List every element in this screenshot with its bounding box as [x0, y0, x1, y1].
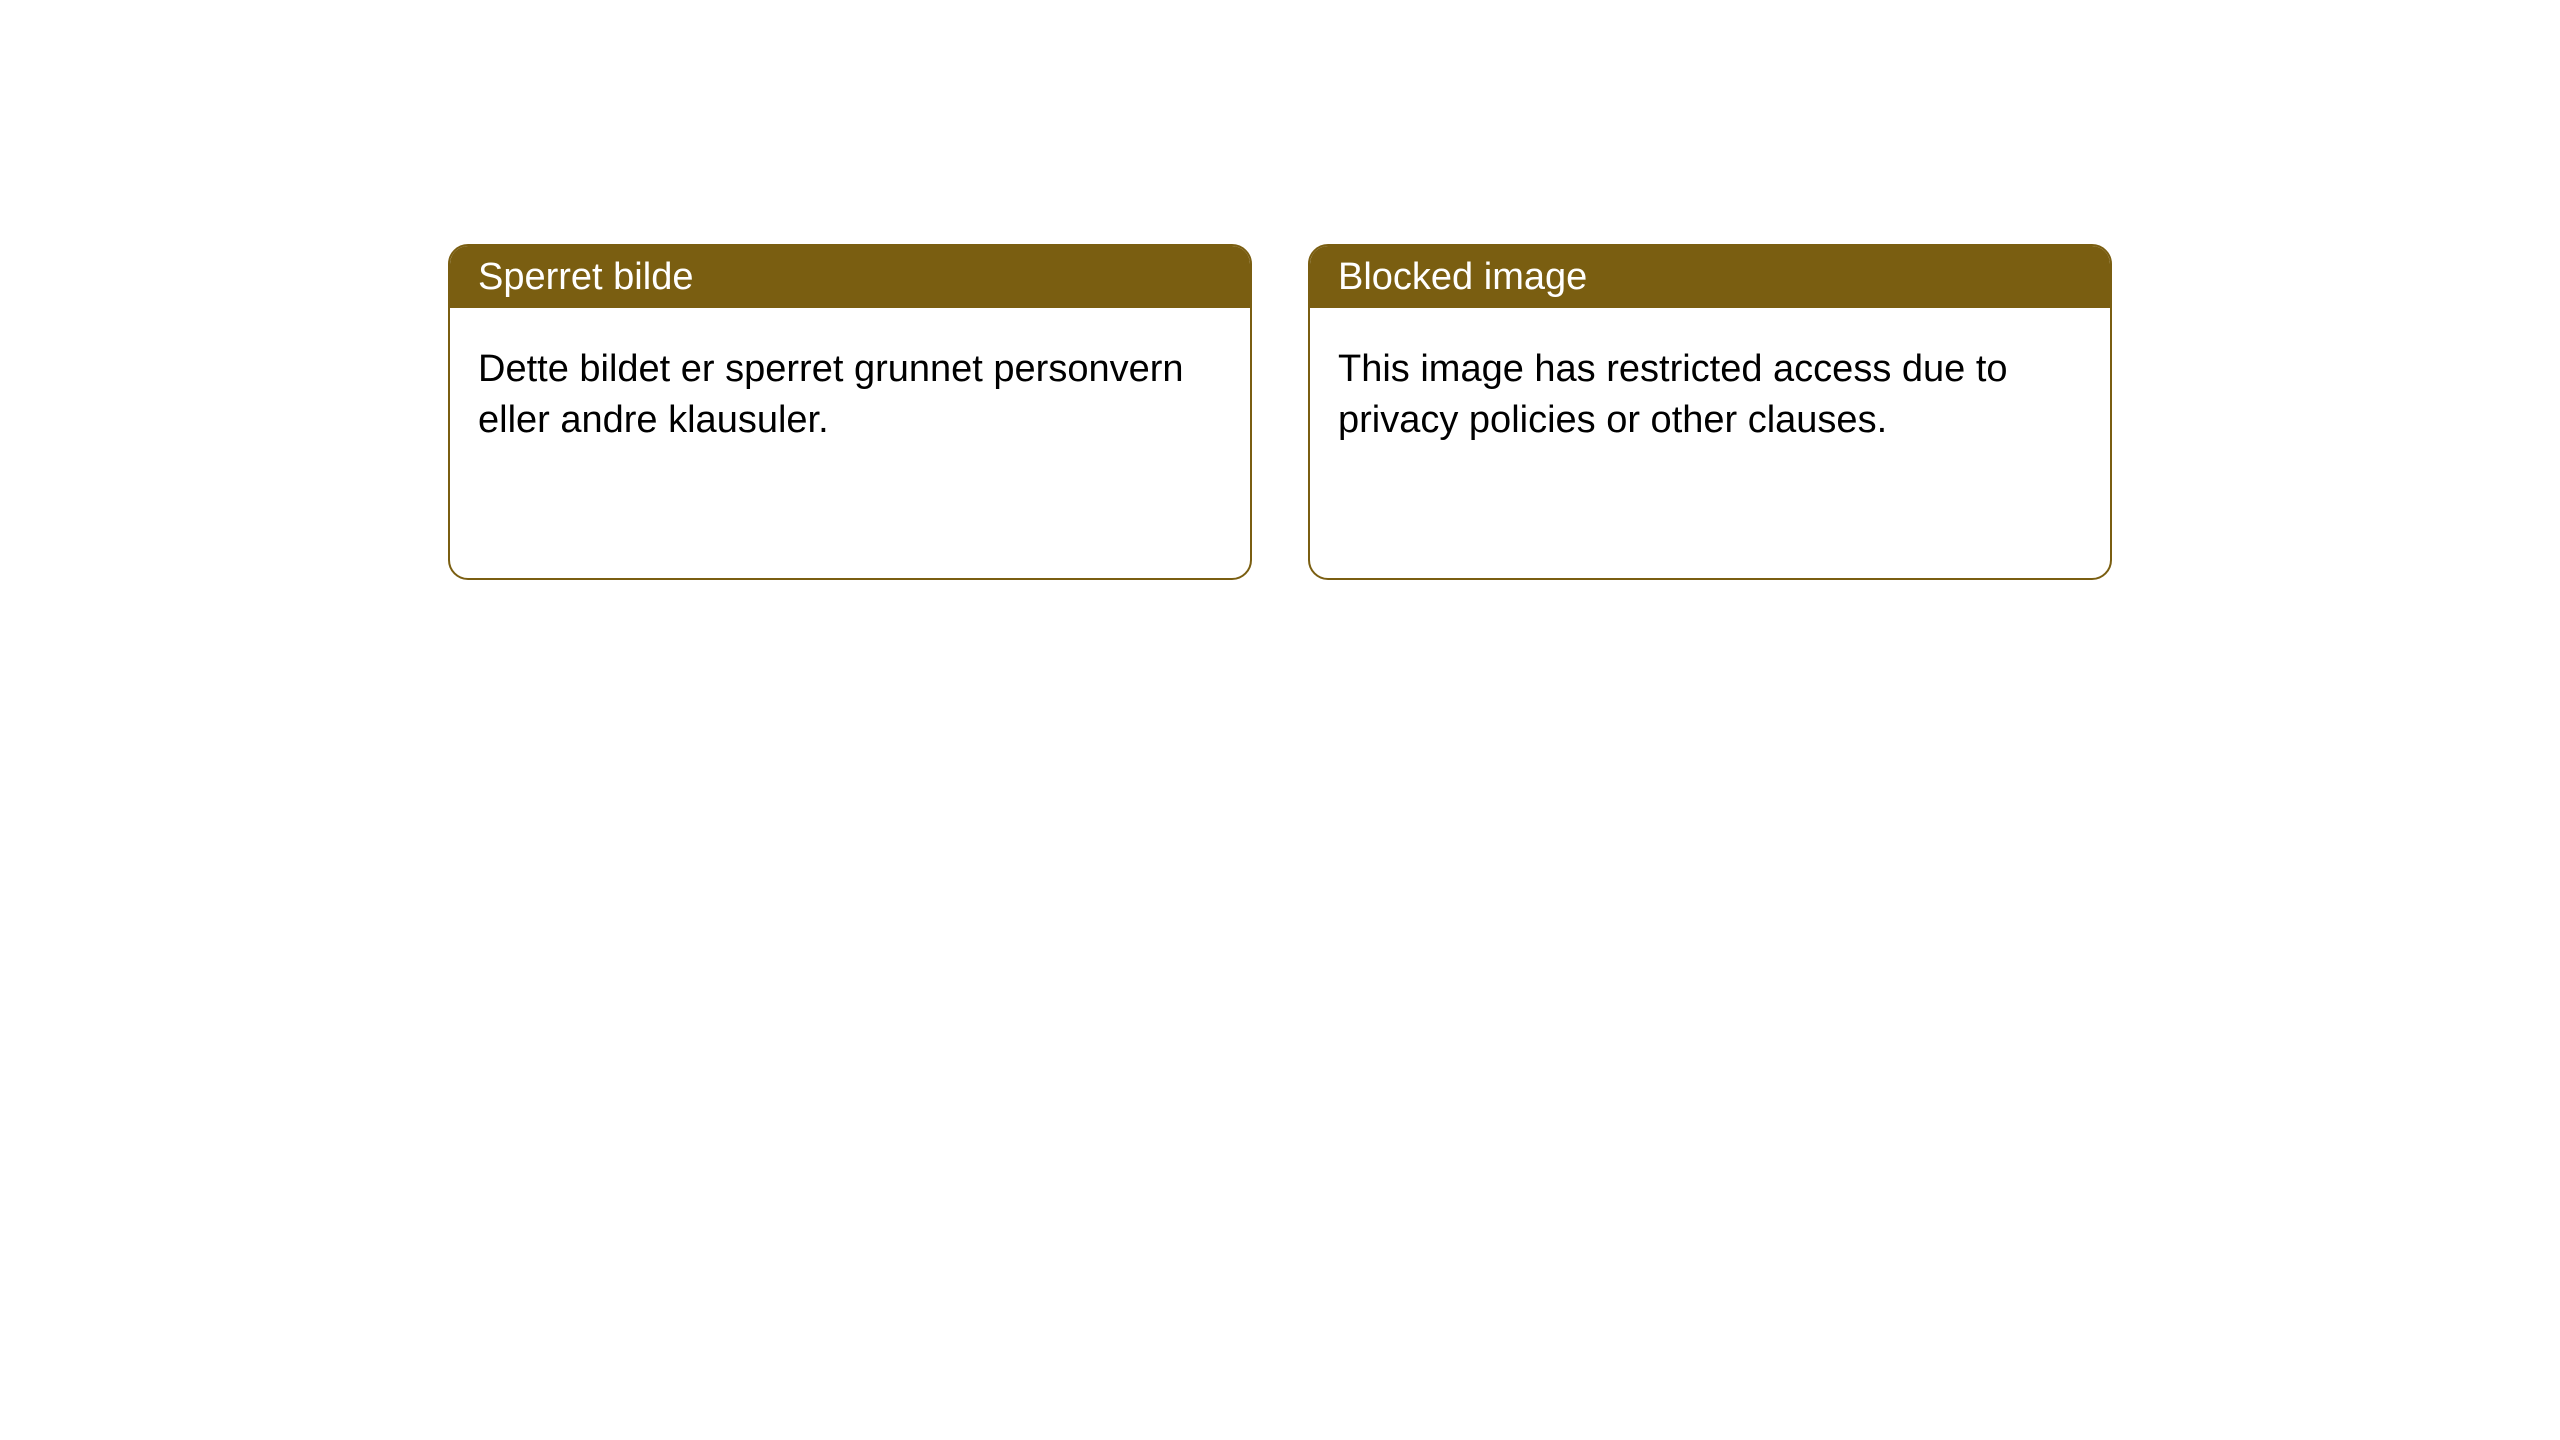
- notice-card-norwegian: Sperret bilde Dette bildet er sperret gr…: [448, 244, 1252, 580]
- card-title: Sperret bilde: [450, 246, 1250, 308]
- card-body-text: This image has restricted access due to …: [1310, 308, 2110, 483]
- card-title: Blocked image: [1310, 246, 2110, 308]
- notice-card-english: Blocked image This image has restricted …: [1308, 244, 2112, 580]
- card-body-text: Dette bildet er sperret grunnet personve…: [450, 308, 1250, 483]
- notice-container: Sperret bilde Dette bildet er sperret gr…: [0, 0, 2560, 580]
